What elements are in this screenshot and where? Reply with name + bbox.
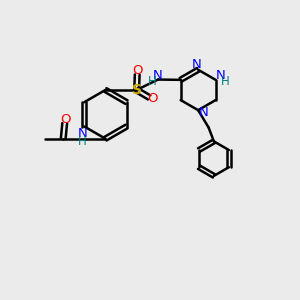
Text: H: H bbox=[148, 75, 157, 88]
Text: N: N bbox=[216, 69, 226, 82]
Text: N: N bbox=[77, 127, 87, 140]
Text: O: O bbox=[147, 92, 158, 105]
Text: N: N bbox=[192, 58, 202, 71]
Text: H: H bbox=[78, 135, 87, 148]
Text: O: O bbox=[132, 64, 142, 77]
Text: N: N bbox=[153, 69, 163, 82]
Text: N: N bbox=[199, 106, 208, 119]
Text: H: H bbox=[221, 75, 230, 88]
Text: O: O bbox=[60, 112, 70, 126]
Text: S: S bbox=[132, 83, 142, 97]
